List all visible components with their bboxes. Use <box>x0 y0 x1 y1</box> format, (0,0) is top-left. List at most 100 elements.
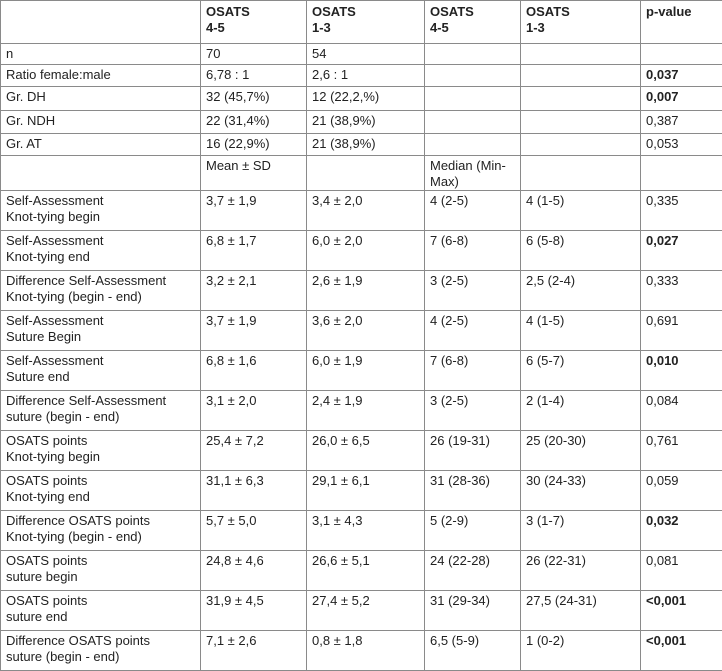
data-cell <box>307 156 425 191</box>
data-cell: 25,4 ± 7,2 <box>201 431 307 471</box>
data-cell: 0,387 <box>641 111 722 134</box>
row-label: Ratio female:male <box>1 65 201 87</box>
row-label: Self-Assessment Suture Begin <box>1 311 201 351</box>
data-cell: 32 (45,7%) <box>201 87 307 111</box>
data-cell: 3,6 ± 2,0 <box>307 311 425 351</box>
data-cell: 70 <box>201 44 307 65</box>
data-cell: 0,333 <box>641 271 722 311</box>
data-cell <box>641 44 722 65</box>
row-label: Self-Assessment Knot-tying begin <box>1 191 201 231</box>
data-cell: 2,6 ± 1,9 <box>307 271 425 311</box>
data-cell <box>425 111 521 134</box>
data-cell: 54 <box>307 44 425 65</box>
data-cell: Mean ± SD <box>201 156 307 191</box>
data-cell: 4 (2-5) <box>425 191 521 231</box>
data-cell: 3,7 ± 1,9 <box>201 191 307 231</box>
data-cell: 26,6 ± 5,1 <box>307 551 425 591</box>
data-cell: <0,001 <box>641 631 722 671</box>
data-cell: 7 (6-8) <box>425 231 521 271</box>
data-cell: <0,001 <box>641 591 722 631</box>
table-row: Difference Self-Assessment suture (begin… <box>1 391 722 431</box>
row-label: OSATS points suture end <box>1 591 201 631</box>
data-cell: 6,5 (5-9) <box>425 631 521 671</box>
data-cell <box>521 44 641 65</box>
data-cell <box>521 87 641 111</box>
data-cell <box>425 134 521 156</box>
data-cell: 0,053 <box>641 134 722 156</box>
data-cell: 27,4 ± 5,2 <box>307 591 425 631</box>
row-label: Gr. NDH <box>1 111 201 134</box>
data-cell: 4 (2-5) <box>425 311 521 351</box>
row-label: Self-Assessment Knot-tying end <box>1 231 201 271</box>
data-cell: 21 (38,9%) <box>307 111 425 134</box>
data-cell: 0,027 <box>641 231 722 271</box>
header-cell: OSATS 1-3 <box>307 1 425 44</box>
data-cell: 6,8 ± 1,6 <box>201 351 307 391</box>
data-cell <box>641 156 722 191</box>
data-cell: 6 (5-8) <box>521 231 641 271</box>
data-cell: 26 (22-31) <box>521 551 641 591</box>
data-cell: 0,007 <box>641 87 722 111</box>
data-cell: 4 (1-5) <box>521 191 641 231</box>
data-cell: 0,335 <box>641 191 722 231</box>
data-cell <box>425 65 521 87</box>
data-cell: 1 (0-2) <box>521 631 641 671</box>
data-cell: 30 (24-33) <box>521 471 641 511</box>
data-cell: 5 (2-9) <box>425 511 521 551</box>
table-row: Difference OSATS points suture (begin - … <box>1 631 722 671</box>
data-cell: 6,0 ± 1,9 <box>307 351 425 391</box>
data-cell: 5,7 ± 5,0 <box>201 511 307 551</box>
table-row: Difference Self-Assessment Knot-tying (b… <box>1 271 722 311</box>
header-cell: OSATS 4-5 <box>201 1 307 44</box>
data-cell: Median (Min-Max) <box>425 156 521 191</box>
data-cell: 31,9 ± 4,5 <box>201 591 307 631</box>
row-label: OSATS points Knot-tying begin <box>1 431 201 471</box>
row-label: Gr. AT <box>1 134 201 156</box>
data-cell: 4 (1-5) <box>521 311 641 351</box>
data-cell: 0,032 <box>641 511 722 551</box>
data-cell <box>521 156 641 191</box>
row-label <box>1 156 201 191</box>
data-cell: 29,1 ± 6,1 <box>307 471 425 511</box>
data-cell: 2,6 : 1 <box>307 65 425 87</box>
row-label: Gr. DH <box>1 87 201 111</box>
data-cell: 2,5 (2-4) <box>521 271 641 311</box>
data-cell: 31 (28-36) <box>425 471 521 511</box>
data-cell: 0,081 <box>641 551 722 591</box>
data-cell: 3 (2-5) <box>425 271 521 311</box>
data-cell <box>425 87 521 111</box>
data-cell: 24 (22-28) <box>425 551 521 591</box>
data-cell <box>521 111 641 134</box>
header-cell: OSATS 1-3 <box>521 1 641 44</box>
table-row: Difference OSATS points Knot-tying (begi… <box>1 511 722 551</box>
data-cell: 7,1 ± 2,6 <box>201 631 307 671</box>
data-cell: 0,010 <box>641 351 722 391</box>
data-cell: 27,5 (24-31) <box>521 591 641 631</box>
data-cell: 6 (5-7) <box>521 351 641 391</box>
row-label: OSATS points Knot-tying end <box>1 471 201 511</box>
data-cell: 7 (6-8) <box>425 351 521 391</box>
data-cell <box>521 134 641 156</box>
data-cell: 21 (38,9%) <box>307 134 425 156</box>
data-cell: 3,2 ± 2,1 <box>201 271 307 311</box>
row-label: Difference Self-Assessment suture (begin… <box>1 391 201 431</box>
data-cell: 0,691 <box>641 311 722 351</box>
data-cell: 6,78 : 1 <box>201 65 307 87</box>
row-label: Difference Self-Assessment Knot-tying (b… <box>1 271 201 311</box>
data-cell: 24,8 ± 4,6 <box>201 551 307 591</box>
row-label: OSATS points suture begin <box>1 551 201 591</box>
data-cell: 12 (22,2,%) <box>307 87 425 111</box>
row-label: n <box>1 44 201 65</box>
